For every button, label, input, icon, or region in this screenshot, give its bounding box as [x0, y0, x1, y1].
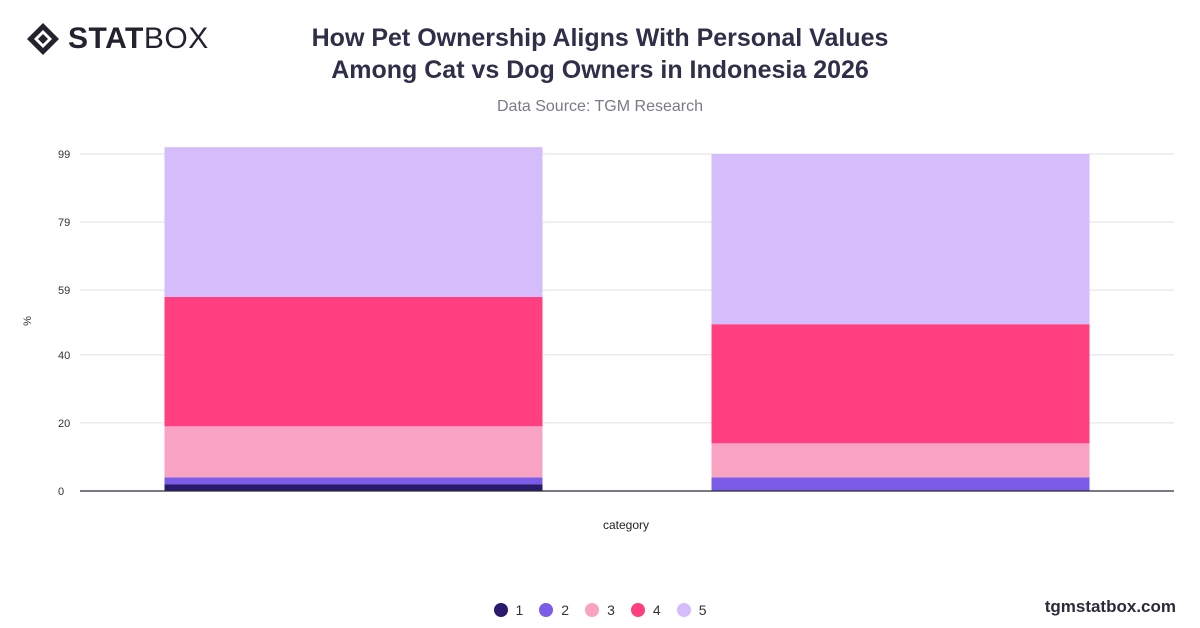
y-tick-label: 20 [58, 418, 70, 430]
bar-segment-series-2[interactable] [711, 477, 1090, 491]
legend-item-2[interactable]: 2 [539, 602, 569, 618]
legend-dot-icon [539, 603, 554, 617]
legend-item-3[interactable]: 3 [585, 602, 615, 618]
legend-label: 2 [561, 602, 570, 618]
y-tick-label: 0 [58, 486, 64, 498]
logo-text-light: BOX [143, 22, 209, 55]
y-axis-label: % [22, 316, 34, 326]
chart-title: How Pet Ownership Aligns With Personal V… [250, 22, 950, 86]
legend-item-4[interactable]: 4 [630, 602, 661, 618]
y-tick-label: 79 [58, 217, 70, 229]
bar-segment-series-1[interactable] [164, 484, 543, 491]
chart-title-line1: How Pet Ownership Aligns With Personal V… [311, 24, 889, 52]
y-tick-label: 59 [58, 285, 70, 297]
bar-segment-series-2[interactable] [164, 477, 543, 485]
diamond-logo-icon [27, 23, 59, 55]
legend-item-1[interactable]: 1 [493, 602, 524, 618]
chart-header: How Pet Ownership Aligns With Personal V… [250, 22, 950, 116]
legend-dot-icon [585, 603, 600, 617]
x-axis-label: category [603, 518, 649, 532]
legend-dot-icon [493, 603, 508, 617]
y-tick-label: 40 [58, 350, 70, 362]
legend-item-5[interactable]: 5 [676, 602, 707, 618]
bar-segment-series-5[interactable] [711, 154, 1090, 325]
statbox-logo: STATBOX [26, 22, 209, 56]
logo-text-bold: STAT [68, 22, 144, 55]
legend-label: 5 [698, 602, 707, 618]
chart-subtitle: Data Source: TGM Research [496, 98, 703, 115]
bar-segment-series-3[interactable] [711, 443, 1090, 478]
bar-segment-series-5[interactable] [164, 147, 543, 297]
legend-label: 3 [607, 602, 615, 618]
footer-url[interactable]: tgmstatbox.com [1044, 597, 1176, 616]
y-tick-label: 99 [58, 149, 70, 161]
bar-segment-series-4[interactable] [164, 296, 543, 427]
chart-title-line2: Among Cat vs Dog Owners in Indonesia 202… [331, 56, 869, 84]
logo-wordmark: STATBOX [68, 24, 209, 54]
legend-label: 4 [652, 602, 661, 618]
bar-segment-series-4[interactable] [711, 324, 1090, 444]
legend-dot-icon [630, 603, 645, 617]
chart-legend: 1 2 3 4 5 [0, 602, 1200, 618]
legend-label: 1 [515, 602, 524, 618]
bar-segment-series-3[interactable] [164, 426, 543, 478]
legend-dot-icon [676, 603, 691, 617]
